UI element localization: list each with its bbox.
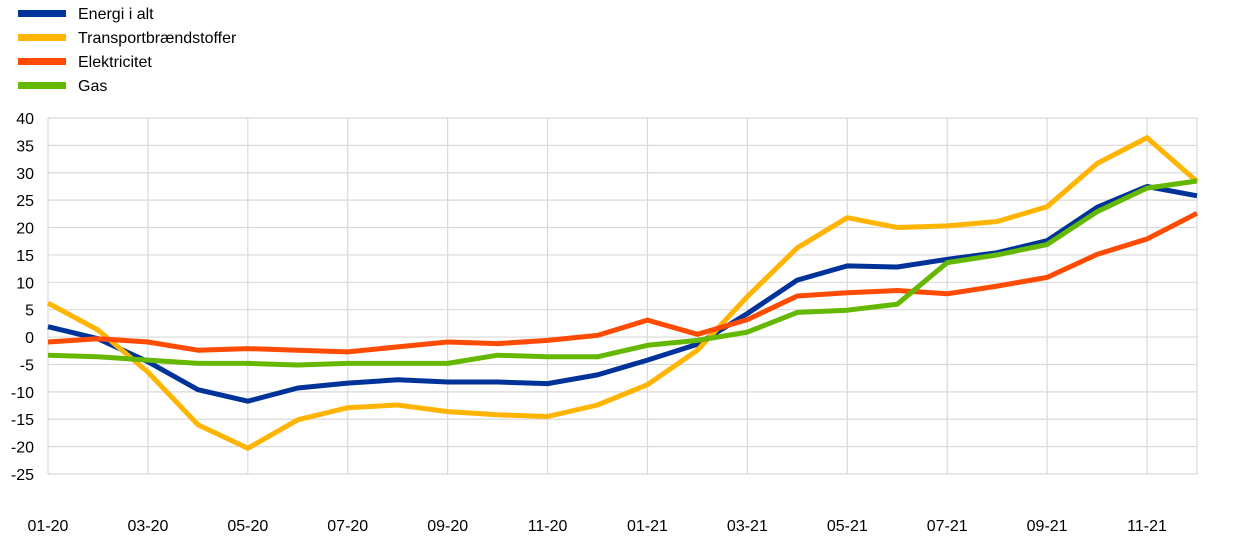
- y-tick-label: 0: [25, 330, 34, 347]
- x-tick-label: 09-20: [427, 518, 468, 535]
- legend-item-gas: Gas: [18, 78, 107, 95]
- y-tick-label: -10: [11, 385, 34, 402]
- x-tick-label: 01-21: [627, 518, 668, 535]
- y-tick-label: 20: [16, 221, 34, 238]
- series-line-elektricitet: [47, 211, 1199, 355]
- y-tick-label: 5: [25, 303, 34, 320]
- x-tick-label: 01-20: [28, 518, 69, 535]
- y-tick-label: -5: [20, 357, 34, 374]
- legend-swatch: [18, 34, 66, 41]
- legend-swatch: [18, 10, 66, 17]
- x-tick-label: 07-21: [927, 518, 968, 535]
- x-tick-label: 07-20: [327, 518, 368, 535]
- y-tick-label: 35: [16, 138, 34, 155]
- legend-label: Elektricitet: [78, 54, 152, 71]
- y-tick-label: 15: [16, 248, 34, 265]
- y-tick-label: 40: [16, 111, 34, 128]
- y-tick-label: 25: [16, 193, 34, 210]
- x-tick-label: 09-21: [1027, 518, 1068, 535]
- legend-label: Gas: [78, 78, 107, 95]
- x-tick-label: 11-20: [528, 518, 568, 535]
- y-axis-tick-labels: 40 35 30 25 20 15 10 5 0 -5 -10 -15 -20 -25: [11, 111, 34, 484]
- series-line-gas: [47, 178, 1198, 368]
- y-tick-label: -20: [11, 440, 34, 457]
- chart-legend: Energi i alt Transportbrændstoffer Elektri…: [18, 6, 237, 95]
- legend-label: Energi i alt: [78, 6, 154, 23]
- x-tick-label: 03-20: [127, 518, 168, 535]
- x-tick-label: 11-21: [1127, 518, 1167, 535]
- horizontal-gridlines: [48, 117, 1197, 475]
- series-line-transportbraendstoffer: [46, 135, 1199, 451]
- legend-swatch: [18, 58, 66, 65]
- vertical-gridlines: [47, 118, 1198, 474]
- x-tick-label: 05-20: [227, 518, 268, 535]
- y-tick-label: 30: [16, 166, 34, 183]
- legend-item-energi-i-alt: Energi i alt: [18, 6, 154, 23]
- x-tick-label: 03-21: [727, 518, 768, 535]
- legend-item-transportbraendstoffer: Transportbrændstoffer: [18, 30, 237, 47]
- series-line-energi-i-alt: [47, 184, 1198, 404]
- x-axis-tick-labels: 01-20 03-20 05-20 07-20 09-20 11-20 01-21 03-21…: [28, 518, 1167, 535]
- x-tick-label: 05-21: [827, 518, 868, 535]
- legend-item-elektricitet: Elektricitet: [18, 54, 152, 71]
- y-tick-label: 10: [16, 275, 34, 292]
- y-tick-label: -15: [11, 412, 34, 429]
- legend-swatch: [18, 82, 66, 89]
- chart-series: [46, 135, 1199, 451]
- legend-label: Transportbrændstoffer: [78, 30, 237, 47]
- y-tick-label: -25: [11, 467, 34, 484]
